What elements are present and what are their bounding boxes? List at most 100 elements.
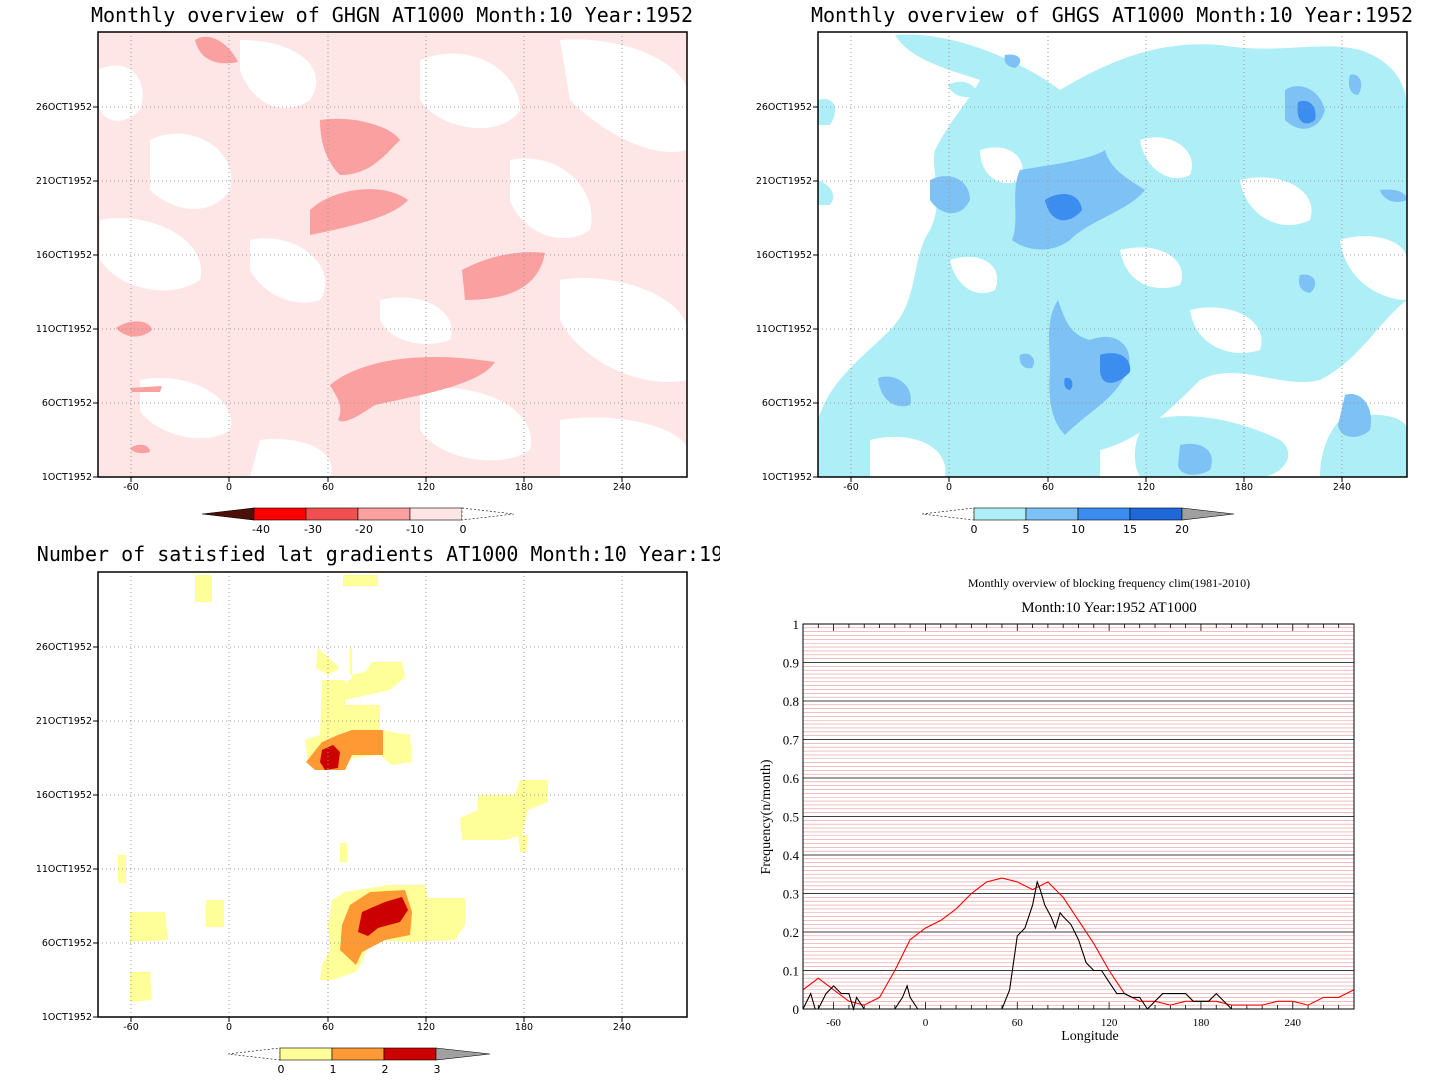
ghgs-white-region [1140,137,1192,179]
gradients-y-tick-label: 6OCT1952 [42,938,92,949]
ghgs-white-region [1190,307,1262,354]
gradients-colorbar-segment [331,1047,385,1061]
gradients-contours [118,575,548,1002]
ghgn-pink-region [130,386,162,392]
ghgn-x-tick-label: 180 [515,482,533,493]
ghgs-colorbar: 0 5 10 15 20 [921,507,1235,536]
ghgn-x-ticks: -60 0 60 120 180 240 [123,477,631,493]
ghgn-x-tick-label: 60 [322,482,334,493]
gradients-colorbar-segment [227,1047,281,1061]
ghgs-deep-blue-region [1045,194,1082,221]
frequency-series [802,877,1355,1012]
ghgs-contours [818,34,1407,477]
ghgs-colorbar-segment [1025,507,1079,521]
ghgs-deep-blue-region [1100,353,1131,383]
ghgn-white-region [560,278,687,382]
gradients-level-1-region [518,835,528,852]
ghgs-colorbar-label: 10 [1071,523,1085,536]
ghgn-panel: Monthly overview of GHGN AT1000 Month:10… [36,3,693,536]
ghgn-contours [98,36,687,477]
ghgn-colorbar-segment [461,507,515,521]
ghgn-white-region [420,388,532,461]
gradients-level-1-region [206,900,224,927]
ghgn-white-region [250,439,332,477]
ghgn-colorbar-segment [409,507,463,521]
ghgn-x-tick-label: 0 [226,482,232,493]
frequency-y-tick-label: 0.7 [783,733,800,748]
gradients-background-field [98,572,687,1017]
gradients-colorbar-label: 2 [382,1063,389,1076]
gradients-level-3-region [358,897,408,936]
frequency-x-tick-label: 60 [1012,1017,1024,1029]
ghgs-colorbar-label: 0 [971,523,978,536]
frequency-y-axis-label: Frequency(n/month) [759,759,774,874]
gradients-x-tick-label: 0 [226,1022,232,1033]
ghgn-colorbar-label: -20 [355,523,373,536]
ghgn-white-region [250,238,326,303]
gradients-y-tick-label: 21OCT1952 [36,716,92,727]
ghgn-white-region [560,39,687,152]
ghgn-white-region [560,417,687,477]
frequency-y-tick-label: 0.9 [783,656,799,671]
ghgn-white-region [420,53,520,129]
ghgs-colorbar-label: 15 [1123,523,1137,536]
gradients-level-3-region [320,745,340,770]
ghgn-colorbar-segment [253,507,307,521]
gradients-plot-area [97,571,688,1018]
gradients-level-1-region [195,575,212,602]
gradients-x-tick-label: -60 [123,1022,139,1033]
frequency-y-tick-label: 0.4 [783,848,800,863]
ghgs-colorbar-label: 5 [1023,523,1030,536]
gradients-level-1-region [343,575,378,586]
ghgs-y-tick-label: 1OCT1952 [762,472,812,483]
ghgs-light-region [818,99,836,125]
frequency-x-tick-label: 180 [1193,1017,1210,1029]
ghgn-x-tick-label: 240 [613,482,631,493]
ghgs-light-region [1134,416,1289,477]
ghgn-x-tick-label: 120 [417,482,435,493]
ghgs-deep-blue-region [1064,377,1073,390]
ghgs-x-tick-label: 0 [946,482,952,493]
gradients-colorbar-segment [383,1047,437,1061]
ghgn-y-tick-label: 16OCT1952 [36,250,92,261]
frequency-subtitle: Month:10 Year:1952 AT1000 [1021,600,1196,616]
ghgs-y-tick-label: 16OCT1952 [756,250,812,261]
ghgs-white-region [980,147,1023,184]
ghgn-white-region [380,297,452,344]
ghgn-y-tick-label: 21OCT1952 [36,176,92,187]
gradients-x-tick-label: 120 [417,1022,435,1033]
frequency-y-tick-label: 0.8 [783,694,799,709]
ghgs-colorbar-segment [1181,507,1235,521]
frequency-line-clim [802,877,1355,1006]
ghgn-title: Monthly overview of GHGN AT1000 Month:10… [91,3,693,27]
frequency-x-tick-label: 120 [1101,1017,1118,1029]
ghgn-y-tick-label: 1OCT1952 [42,472,92,483]
frequency-x-tick-label: 240 [1285,1017,1302,1029]
gradients-colorbar: 0 1 2 3 [227,1047,491,1076]
ghgn-pink-region [320,118,400,175]
ghgn-pink-region [330,356,495,422]
ghgs-white-region [1240,177,1312,226]
ghgs-mid-blue-region [878,376,911,407]
gradients-y-ticks: 1OCT1952 6OCT1952 11OCT1952 16OCT1952 21OCT1… [36,642,98,1023]
frequency-grid [803,627,1354,1006]
ghgs-mid-blue-region [930,176,970,214]
ghgn-colorbar-segment [357,507,411,521]
ghgn-colorbar-segment [305,507,359,521]
frequency-x-axis-label: Longitude [1061,1029,1119,1044]
ghgs-mid-blue-region [1019,353,1035,369]
gradients-colorbar-label: 3 [434,1063,441,1076]
ghgs-y-tick-label: 11OCT1952 [756,324,812,335]
ghgn-colorbar-label: -10 [406,523,424,536]
ghgs-colorbar-segment [1129,507,1183,521]
ghgn-pink-region [195,36,238,64]
ghgs-mid-blue-region [1004,54,1021,68]
ghgn-white-region [140,378,232,439]
frequency-title: Monthly overview of blocking frequency c… [968,576,1250,590]
ghgs-x-tick-label: 60 [1042,482,1054,493]
gradients-x-ticks: -60 0 60 120 180 240 [123,1017,631,1033]
gradients-level-1-region [316,648,405,700]
gradients-colorbar-segment [279,1047,333,1061]
frequency-x-tick-label: 0 [923,1017,929,1029]
ghgn-white-region [150,133,232,209]
